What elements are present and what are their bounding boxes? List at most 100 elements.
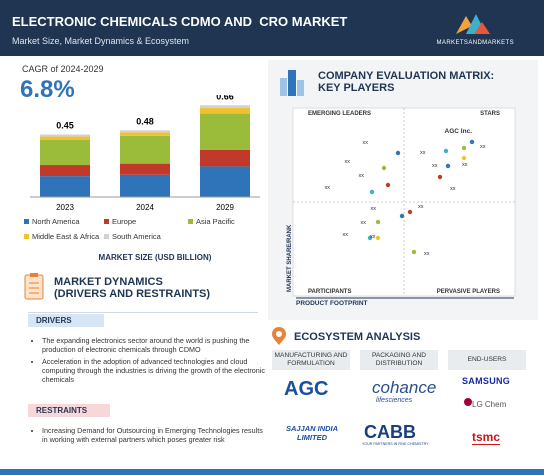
player-dot	[369, 189, 375, 195]
player-label: xx	[450, 186, 456, 192]
bar-segment	[120, 135, 170, 164]
bullet: The expanding electronics sector around …	[42, 336, 270, 354]
matrix-title: COMPANY EVALUATION MATRIX:	[318, 70, 495, 82]
bar-segment	[120, 132, 170, 136]
company-logo: cohance	[372, 378, 437, 397]
bar-segment	[120, 163, 170, 175]
bar-segment	[200, 149, 250, 167]
dynamics-title: MARKET DYNAMICS	[54, 276, 163, 288]
cagr-label: CAGR of 2024-2029	[22, 64, 104, 74]
total-label: 0.45	[56, 120, 74, 130]
company-logo: SAMSUNG	[462, 376, 511, 386]
x-axis-label: PRODUCT FOOTPRINT	[296, 300, 368, 307]
bar-segment	[40, 140, 90, 166]
quadrant-label: PERVASIVE PLAYERS	[437, 289, 500, 295]
company-logo: SAJJAN INDIA LIMITED	[285, 424, 339, 442]
player-dot	[367, 235, 373, 241]
legend-swatch	[188, 219, 193, 224]
legend-label: Middle East & Africa	[32, 232, 100, 241]
quadrant-label: PARTICIPANTS	[308, 289, 351, 295]
bar-segment	[40, 136, 90, 141]
player-dot	[385, 182, 391, 188]
restraints-list: Increasing Demand for Outsourcing in Eme…	[30, 426, 270, 447]
player-dot	[469, 139, 475, 145]
legend-label: Asia Pacific	[196, 217, 235, 226]
header-band	[0, 0, 544, 56]
total-label: 0.66	[216, 95, 234, 101]
player-label: xx	[420, 150, 426, 156]
dynamics-subtitle: (DRIVERS AND RESTRAINTS)	[54, 288, 211, 300]
player-label: xx	[480, 144, 486, 150]
player-dot	[461, 145, 467, 151]
matrix-subtitle: KEY PLAYERS	[318, 82, 395, 94]
legend-label: North America	[32, 217, 80, 226]
player-label: xx	[325, 185, 331, 191]
x-tick-label: 2023	[56, 203, 74, 212]
bar-segment	[200, 105, 250, 109]
player-label: xx	[424, 251, 430, 257]
market-size-chart: MARKET SIZE (USD BILLION) 0.45 2023 0.48 20…	[24, 95, 260, 262]
player-dot	[375, 235, 381, 241]
brand-icon	[456, 14, 490, 34]
x-tick-label: 2029	[216, 203, 234, 212]
company-logo: LG Chem	[472, 400, 507, 409]
bar-segment	[120, 174, 170, 197]
player-dot	[381, 165, 387, 171]
bar-segment	[200, 113, 250, 150]
player-dot	[407, 209, 413, 215]
total-label: 0.48	[136, 116, 154, 126]
player-label: xx	[361, 220, 367, 226]
legend-swatch	[24, 234, 29, 239]
quadrant-label: EMERGING LEADERS	[308, 111, 371, 117]
legend-swatch	[104, 219, 109, 224]
column-header: MANUFACTURING AND FORMULATION	[272, 350, 350, 370]
player-label: xx	[371, 206, 377, 212]
company-tagline: lifesciences	[376, 397, 413, 404]
legend-swatch	[104, 234, 109, 239]
footer-band	[0, 469, 544, 475]
ecosystem-title: ECOSYSTEM ANALYSIS	[294, 331, 421, 343]
player-label: xx	[462, 162, 468, 168]
bar-segment	[200, 166, 250, 197]
player-dot	[399, 213, 405, 219]
cagr-value: 6.8%	[20, 76, 75, 103]
column-header: END-USERS	[448, 350, 526, 370]
y-axis-label: MARKET SHARE/RANK	[287, 224, 293, 292]
legend-swatch	[24, 219, 29, 224]
matrix-icon	[280, 70, 304, 96]
company-logo: CABB	[364, 422, 416, 442]
player-label: xx	[432, 163, 438, 169]
player-dot	[395, 150, 401, 156]
player-dot	[411, 249, 417, 255]
lg-mark	[464, 398, 472, 406]
bar-segment	[120, 130, 170, 133]
bar-segment	[40, 134, 90, 137]
bullet: Increasing Demand for Outsourcing in Eme…	[42, 426, 270, 444]
legend-label: South America	[112, 232, 162, 241]
player-label: xx	[363, 140, 369, 146]
player-dot	[375, 219, 381, 225]
player-dot	[445, 163, 451, 169]
company-logo: AGC	[284, 378, 329, 400]
player-label: xx	[345, 159, 351, 165]
evaluation-matrix: EMERGING LEADERS STARS PARTICIPANTS PERV…	[287, 107, 516, 307]
bar-segment	[40, 176, 90, 197]
player-label: xx	[418, 204, 424, 210]
x-tick-label: 2024	[136, 203, 154, 212]
player-dot	[437, 174, 443, 180]
bar-segment	[40, 165, 90, 177]
page-subtitle: Market Size, Market Dynamics & Ecosystem	[12, 36, 190, 46]
column-header: PACKAGING AND DISTRIBUTION	[360, 350, 438, 370]
chart-title: MARKET SIZE (USD BILLION)	[99, 253, 212, 262]
player-dot	[443, 148, 449, 154]
divider	[28, 312, 258, 313]
company-tagline: YOUR PARTNERS IN FINE CHEMISTRY	[362, 442, 429, 446]
brand: MARKETSANDMARKETS	[436, 40, 514, 46]
player-label: xx	[359, 173, 365, 179]
legend-label: Europe	[112, 217, 136, 226]
bullet: Acceleration in the adoption of advanced…	[42, 357, 270, 384]
player-label: xx	[370, 234, 376, 240]
page-title: ELECTRONIC CHEMICALS CDMO AND CRO MARKET	[12, 14, 348, 29]
restraints-label: RESTRAINTS	[28, 404, 110, 417]
